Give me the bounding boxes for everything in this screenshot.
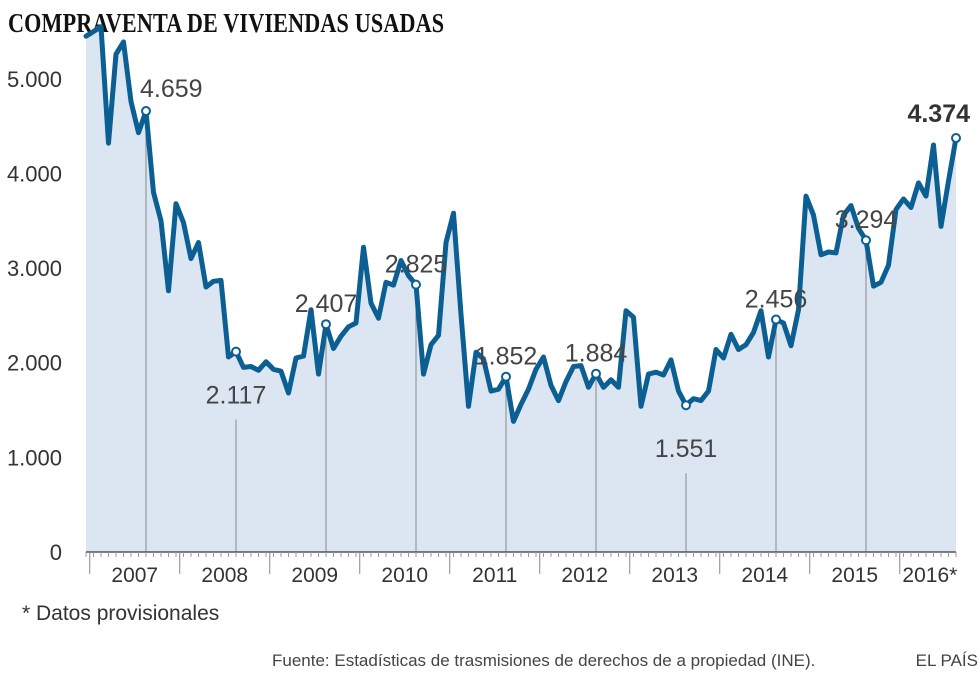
data-label: 2.117 <box>206 382 267 410</box>
y-tick-label: 2.000 <box>7 351 62 376</box>
data-label: 2.825 <box>385 251 448 279</box>
footnote: * Datos provisionales <box>22 602 220 625</box>
data-point-marker <box>591 368 601 379</box>
data-point-marker <box>231 346 241 357</box>
data-label: 1.852 <box>475 343 538 371</box>
line-layer <box>83 24 959 424</box>
y-tick-label: 3.000 <box>7 256 62 281</box>
data-label: 3.294 <box>835 206 898 234</box>
year-label: 2009 <box>291 564 338 587</box>
y-tick-label: 4.000 <box>7 161 62 186</box>
y-tick-label: 0 <box>50 540 62 565</box>
year-label: 2016* <box>902 564 957 587</box>
data-point-marker <box>771 314 781 325</box>
source-credit: Fuente: Estadísticas de trasmisiones de … <box>272 651 816 670</box>
data-point-marker <box>141 106 151 117</box>
series-line <box>83 24 959 424</box>
area-layer <box>86 26 956 552</box>
data-point-marker <box>681 400 691 411</box>
year-label: 2014 <box>741 564 788 587</box>
year-label: 2008 <box>201 564 248 587</box>
chart-svg: 0 1.000 2.000 3.000 4.000 5.000 2007 2008 2009 20… <box>7 24 970 587</box>
y-tick-label: 5.000 <box>7 67 62 92</box>
year-label: 2012 <box>561 564 608 587</box>
year-label: 2015 <box>831 564 878 587</box>
data-point-marker <box>951 133 961 144</box>
data-label: 1.884 <box>565 340 628 368</box>
year-label: 2010 <box>381 564 428 587</box>
chart-title: COMPRAVENTA DE VIVIENDAS USADAS <box>8 8 445 38</box>
data-point-marker <box>411 279 421 290</box>
data-point-marker <box>861 235 871 246</box>
publisher-brand: EL PAÍS <box>915 651 978 670</box>
year-label: 2013 <box>651 564 698 587</box>
year-label: 2011 <box>472 564 517 587</box>
data-label: 4.374 <box>907 100 970 128</box>
data-label: 4.659 <box>140 75 203 103</box>
data-point-marker <box>321 319 331 330</box>
data-labels: 4.659 2.117 2.407 2.825 1.852 1.884 1.551 2.456… <box>140 75 970 463</box>
year-label: 2007 <box>111 564 158 587</box>
area-fill <box>86 26 956 552</box>
y-tick-label: 1.000 <box>7 445 62 470</box>
data-label: 1.551 <box>655 435 718 463</box>
axes: 0 1.000 2.000 3.000 4.000 5.000 2007 2008 2009 20… <box>7 67 957 587</box>
markers <box>141 106 961 411</box>
drop-lines <box>145 117 867 552</box>
data-label: 2.407 <box>295 290 358 318</box>
data-point-marker <box>501 371 511 382</box>
data-label: 2.456 <box>745 286 808 314</box>
